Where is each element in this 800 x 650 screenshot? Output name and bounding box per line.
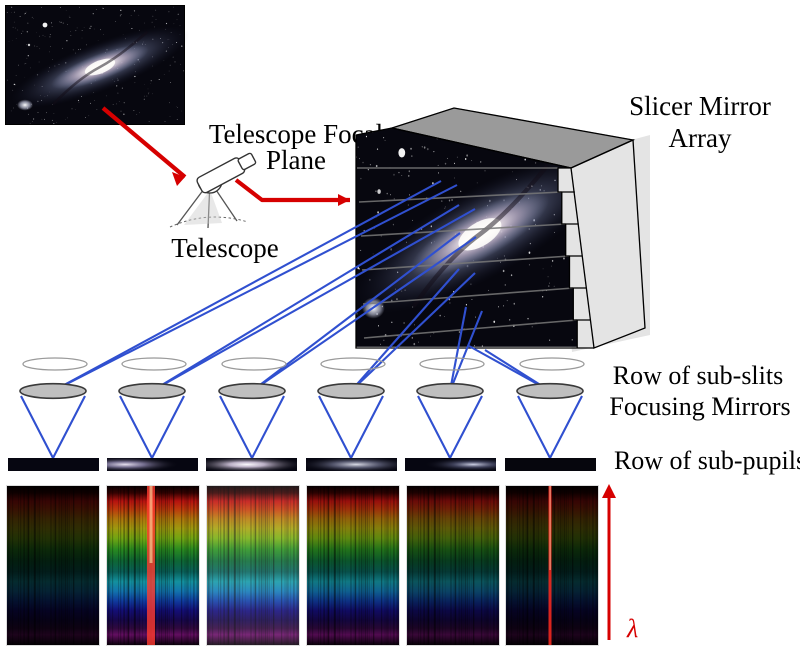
- svg-text:Slicer Mirror: Slicer Mirror: [629, 91, 771, 121]
- svg-text:Row of sub-slits: Row of sub-slits: [613, 361, 783, 390]
- svg-text:λ: λ: [626, 614, 638, 643]
- svg-text:Focusing Mirrors: Focusing Mirrors: [609, 392, 790, 421]
- svg-text:Telescope: Telescope: [171, 233, 279, 263]
- svg-text:Array: Array: [669, 123, 732, 153]
- svg-text:Row of sub-pupils: Row of sub-pupils: [614, 446, 800, 475]
- svg-text:Plane: Plane: [266, 145, 326, 175]
